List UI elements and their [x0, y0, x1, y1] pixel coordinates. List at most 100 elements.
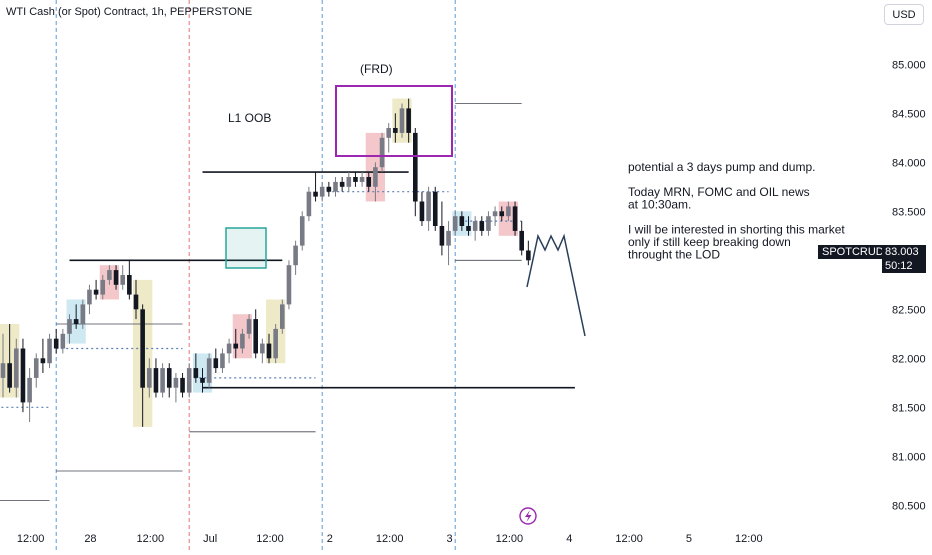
candle: [459, 211, 465, 231]
note-text-block[interactable]: potential a 3 days pump and dump. Today M…: [628, 160, 845, 262]
candle-body: [73, 319, 79, 324]
candle: [359, 172, 365, 187]
candle-body: [280, 304, 285, 329]
candle: [253, 309, 258, 359]
price-tick-label: 82.500: [892, 304, 926, 316]
candle-body: [359, 177, 365, 182]
price-tick-label: 85.000: [892, 59, 926, 71]
candle: [486, 211, 491, 236]
session-separators: [55, 0, 456, 550]
time-tick-label: 28: [84, 533, 96, 545]
candle: [373, 162, 378, 202]
candle-body: [120, 275, 125, 285]
candle-body: [519, 230, 524, 251]
candle: [7, 324, 12, 393]
candle-body: [200, 377, 205, 383]
candle-body: [193, 368, 199, 378]
candle-body: [466, 226, 471, 231]
candle: [240, 328, 245, 354]
price-tick-label: 84.500: [892, 108, 926, 120]
candle: [293, 240, 298, 275]
candle: [27, 368, 32, 422]
candle: [220, 348, 225, 373]
candle: [180, 373, 185, 398]
note-line: potential a 3 days pump and dump.: [628, 160, 815, 174]
note-line: I will be interested in shorting this ma…: [628, 223, 845, 237]
candle-body: [406, 108, 411, 133]
candle: [353, 172, 358, 187]
candle-body: [14, 348, 19, 388]
candle: [299, 211, 305, 251]
candle-body: [299, 216, 305, 246]
candle-body: [127, 275, 132, 295]
candle: [14, 338, 19, 398]
candle: [432, 186, 438, 231]
oob-box[interactable]: [225, 227, 267, 269]
candle: [512, 201, 518, 236]
candle: [233, 328, 239, 359]
projection-path[interactable]: [526, 233, 586, 337]
candle: [446, 221, 451, 266]
l1-oob-label[interactable]: L1 OOB: [228, 111, 271, 125]
candle: [47, 333, 52, 369]
candle: [20, 338, 26, 413]
last-price-badge: 83.003 50:12: [882, 245, 926, 273]
time-tick-label: 5: [686, 533, 692, 545]
candle-body: [80, 304, 86, 324]
candle-body: [459, 216, 465, 226]
candle-body: [93, 289, 99, 295]
candle-body: [113, 270, 119, 285]
price-tick-label: 84.000: [892, 157, 926, 169]
candle: [346, 172, 352, 192]
currency-button[interactable]: USD: [884, 4, 924, 25]
lightning-icon[interactable]: [519, 507, 537, 525]
frd-label[interactable]: (FRD): [360, 62, 393, 76]
candle-body: [499, 211, 505, 217]
candle-body: [492, 211, 498, 217]
time-axis[interactable]: 12:00 28 12:00 Jul 12:00 2 12:00 3 12:00 4 12:00 5 1…: [17, 533, 763, 545]
candle: [326, 181, 332, 197]
candle-body: [266, 343, 272, 359]
candle-body: [366, 177, 372, 187]
candle: [147, 358, 152, 398]
candle: [193, 353, 199, 383]
candle-body: [20, 348, 26, 403]
candle: [280, 299, 285, 334]
candle-body: [306, 191, 312, 217]
candle: [366, 172, 372, 192]
candle-body: [393, 128, 398, 133]
candle: [160, 363, 165, 398]
candle: [120, 265, 125, 290]
candle: [60, 328, 66, 354]
candle: [526, 240, 531, 266]
candle-body: [346, 177, 352, 187]
candle-body: [512, 206, 518, 231]
candle-series: [0, 98, 531, 427]
candle: [379, 132, 385, 173]
candle-body: [173, 377, 179, 388]
time-tick-label: 4: [566, 533, 572, 545]
candle-body: [399, 108, 405, 133]
candle-body: [313, 191, 318, 197]
candle: [67, 314, 72, 344]
last-price-value: 83.003: [885, 246, 919, 258]
candle-body: [153, 368, 159, 393]
price-tick-label: 83.500: [892, 206, 926, 218]
candle-body: [100, 279, 106, 295]
candle: [260, 338, 265, 364]
candle: [406, 98, 411, 143]
candle: [399, 103, 405, 138]
candle: [140, 304, 145, 427]
candle: [33, 353, 39, 388]
frd-box[interactable]: [335, 85, 453, 157]
candle-body: [293, 245, 298, 266]
candle: [246, 314, 252, 339]
candle-body: [286, 265, 292, 305]
candle: [186, 363, 192, 398]
time-tick-label: 12:00: [376, 533, 404, 545]
candle: [166, 363, 172, 398]
candle: [133, 279, 139, 320]
candle-body: [326, 186, 332, 192]
